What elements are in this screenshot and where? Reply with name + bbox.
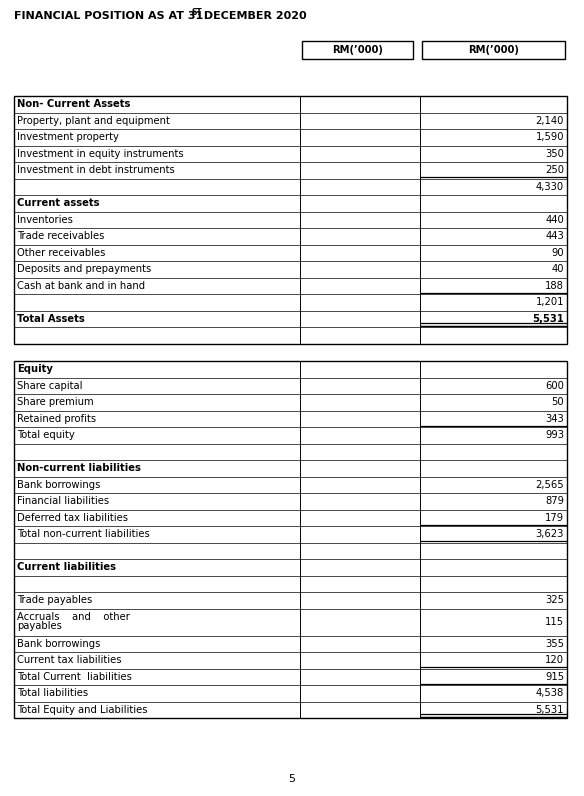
Text: 2,565: 2,565 — [536, 480, 564, 490]
Text: 90: 90 — [551, 248, 564, 258]
Text: 115: 115 — [545, 617, 564, 627]
Text: Investment in equity instruments: Investment in equity instruments — [17, 149, 183, 158]
Text: Cash at bank and in hand: Cash at bank and in hand — [17, 281, 145, 291]
Text: DECEMBER 2020: DECEMBER 2020 — [200, 11, 307, 21]
Text: Share premium: Share premium — [17, 397, 93, 408]
Text: Deferred tax liabilities: Deferred tax liabilities — [17, 513, 128, 523]
Text: 188: 188 — [545, 281, 564, 291]
Bar — [302, 41, 413, 59]
Text: Bank borrowings: Bank borrowings — [17, 480, 100, 490]
Text: payables: payables — [17, 621, 62, 630]
Text: 5,531: 5,531 — [536, 704, 564, 715]
Text: Investment property: Investment property — [17, 132, 119, 142]
Text: Accruals    and    other: Accruals and other — [17, 611, 130, 622]
Text: 5: 5 — [288, 774, 296, 784]
Text: 5,531: 5,531 — [532, 314, 564, 324]
Text: Current tax liabilities: Current tax liabilities — [17, 655, 121, 665]
Text: Total non-current liabilities: Total non-current liabilities — [17, 529, 150, 539]
Text: 343: 343 — [545, 414, 564, 423]
Text: RM(’000): RM(’000) — [468, 45, 519, 55]
Text: 440: 440 — [545, 215, 564, 224]
Text: 600: 600 — [545, 380, 564, 391]
Text: 325: 325 — [545, 595, 564, 605]
Text: 1,201: 1,201 — [536, 297, 564, 307]
Text: 355: 355 — [545, 638, 564, 649]
Text: 1,590: 1,590 — [536, 132, 564, 142]
Text: Financial liabilities: Financial liabilities — [17, 496, 109, 506]
Text: ST: ST — [192, 8, 203, 17]
Text: Current assets: Current assets — [17, 198, 99, 209]
Bar — [14, 96, 567, 344]
Text: 350: 350 — [545, 149, 564, 158]
Bar — [14, 361, 567, 718]
Text: RM(’000): RM(’000) — [332, 45, 383, 55]
Text: 120: 120 — [545, 655, 564, 665]
Text: 993: 993 — [545, 431, 564, 440]
Text: 40: 40 — [551, 264, 564, 275]
Text: Equity: Equity — [17, 365, 53, 374]
Text: Retained profits: Retained profits — [17, 414, 96, 423]
Text: Total Assets: Total Assets — [17, 314, 85, 324]
Text: Share capital: Share capital — [17, 380, 82, 391]
Text: Trade receivables: Trade receivables — [17, 232, 105, 241]
Text: Current liabilities: Current liabilities — [17, 562, 116, 572]
Text: 4,330: 4,330 — [536, 181, 564, 192]
Text: 179: 179 — [545, 513, 564, 523]
Text: Total equity: Total equity — [17, 431, 75, 440]
Text: Total Current  liabilities: Total Current liabilities — [17, 672, 132, 681]
Text: Property, plant and equipment: Property, plant and equipment — [17, 115, 170, 126]
Text: Inventories: Inventories — [17, 215, 73, 224]
Text: 2,140: 2,140 — [536, 115, 564, 126]
Text: Bank borrowings: Bank borrowings — [17, 638, 100, 649]
Text: Other receivables: Other receivables — [17, 248, 105, 258]
Text: 3,623: 3,623 — [536, 529, 564, 539]
Text: Total liabilities: Total liabilities — [17, 689, 88, 698]
Text: 50: 50 — [551, 397, 564, 408]
Text: FINANCIAL POSITION AS AT 31: FINANCIAL POSITION AS AT 31 — [14, 11, 203, 21]
Text: 879: 879 — [545, 496, 564, 506]
Text: 250: 250 — [545, 166, 564, 175]
Text: Total Equity and Liabilities: Total Equity and Liabilities — [17, 704, 148, 715]
Text: Investment in debt instruments: Investment in debt instruments — [17, 166, 175, 175]
Bar — [422, 41, 565, 59]
Text: 443: 443 — [545, 232, 564, 241]
Text: 4,538: 4,538 — [536, 689, 564, 698]
Text: Non-current liabilities: Non-current liabilities — [17, 463, 141, 474]
Text: Non- Current Assets: Non- Current Assets — [17, 100, 130, 109]
Text: 915: 915 — [545, 672, 564, 681]
Text: Deposits and prepayments: Deposits and prepayments — [17, 264, 151, 275]
Text: Trade payables: Trade payables — [17, 595, 92, 605]
